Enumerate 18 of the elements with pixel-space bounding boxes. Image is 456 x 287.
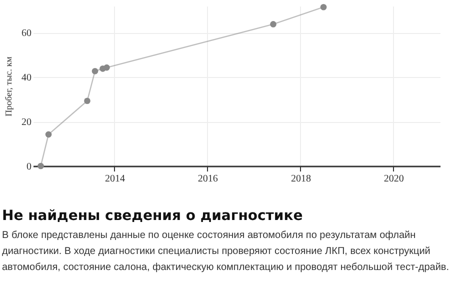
x-tick-label: 2020 [384, 174, 404, 184]
y-axis-title: Пробег, тыс. км [4, 56, 14, 116]
point [270, 21, 276, 28]
text: В блоке представлены данные по оценке состояния автомобиля по результатам офлайн диагностики. В ходе диагностики специалисты проверяют состояние ЛКП, всех конструкций автомобиля, состояние салона, фактическую комплектацию и проводят небольшой тест-драйв. [2, 229, 450, 275]
y-tick-label: 60 [22, 28, 32, 40]
x-tick-label: 2016 [198, 174, 218, 184]
y-tick-label: 20 [22, 117, 32, 128]
text: Не найдены сведения о диагностике [2, 208, 304, 224]
y-tick-label: 40 [22, 72, 32, 84]
point [92, 68, 98, 74]
point [45, 131, 52, 138]
x-tick-label: 2018 [290, 174, 311, 184]
x-tick-label: 2014 [104, 174, 125, 184]
point [320, 4, 327, 10]
point [104, 64, 110, 71]
point [38, 162, 44, 170]
y-tick-label: 0 [26, 162, 32, 172]
point [84, 98, 90, 104]
